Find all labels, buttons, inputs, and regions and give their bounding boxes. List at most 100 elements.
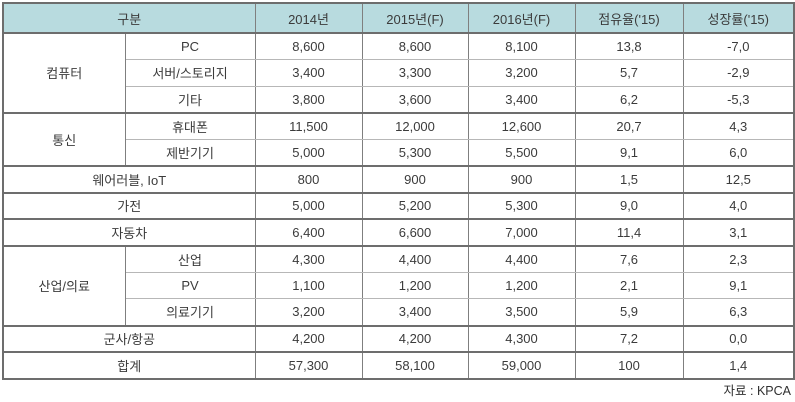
item-cell: 제반기기 — [124, 139, 256, 167]
value-cell: 6,2 — [574, 86, 684, 114]
value-cell: 5,500 — [467, 139, 576, 167]
value-cell: 58,100 — [361, 352, 469, 380]
value-cell: 12,600 — [467, 112, 576, 140]
value-cell: 9,0 — [574, 192, 684, 221]
value-cell: 13,8 — [574, 33, 684, 61]
value-cell: 5,000 — [254, 139, 363, 167]
value-cell: 6,0 — [682, 139, 795, 167]
value-cell: 7,2 — [574, 325, 684, 354]
value-cell: 5,000 — [254, 192, 363, 221]
table-row-etc: 기타 3,800 3,600 3,400 6,2 -5,3 — [3, 86, 795, 114]
value-cell: 6,600 — [361, 219, 469, 247]
value-cell: 4,400 — [361, 245, 469, 273]
item-cell: PV — [124, 272, 256, 300]
value-cell: 11,500 — [254, 112, 363, 140]
value-cell: -2,9 — [682, 59, 795, 87]
value-cell: 4,0 — [682, 192, 795, 221]
value-cell: 4,200 — [254, 325, 363, 354]
item-cell: 기타 — [124, 86, 256, 114]
value-cell: 3,400 — [467, 86, 576, 114]
group-cell-computer: 컴퓨터 — [2, 33, 126, 114]
value-cell: 3,400 — [254, 59, 363, 87]
header-cell-share: 점유율('15) — [574, 3, 684, 34]
value-cell: 4,300 — [254, 245, 363, 273]
value-cell: 1,100 — [254, 272, 363, 300]
category-cell: 군사/항공 — [2, 325, 256, 354]
item-cell: 의료기기 — [124, 298, 256, 327]
value-cell: 800 — [254, 165, 363, 194]
value-cell: 8,600 — [361, 33, 469, 61]
value-cell: 7,000 — [467, 219, 576, 247]
value-cell: 3,500 — [467, 298, 576, 327]
table-row-server-storage: 서버/스토리지 3,400 3,300 3,200 5,7 -2,9 — [3, 59, 795, 87]
table-row-pv: PV 1,100 1,200 1,200 2,1 9,1 — [3, 272, 795, 300]
header-cell-category: 구분 — [2, 3, 256, 34]
item-cell: 휴대폰 — [124, 112, 256, 140]
value-cell: 100 — [574, 352, 684, 380]
value-cell: 6,3 — [682, 298, 795, 327]
value-cell: 3,300 — [361, 59, 469, 87]
item-cell: 산업 — [124, 245, 256, 273]
value-cell: 3,200 — [254, 298, 363, 327]
value-cell: 1,200 — [361, 272, 469, 300]
value-cell: 3,200 — [467, 59, 576, 87]
table-row-pc: 컴퓨터 PC 8,600 8,600 8,100 13,8 -7,0 — [2, 33, 795, 114]
value-cell: -7,0 — [682, 33, 795, 61]
table-row-automotive: 자동차 6,400 6,600 7,000 11,4 3,1 — [2, 219, 795, 247]
table-row-mobile: 통신 휴대폰 11,500 12,000 12,600 20,7 4,3 — [2, 112, 795, 167]
value-cell: 5,200 — [361, 192, 469, 221]
header-row: 구분 2014년 2015년(F) 2016년(F) 점유율('15) 성장률(… — [2, 3, 795, 34]
value-cell: 3,600 — [361, 86, 469, 114]
header-cell-2015: 2015년(F) — [361, 3, 469, 34]
value-cell: 12,5 — [682, 165, 795, 194]
table-row-medical-device: 의료기기 3,200 3,400 3,500 5,9 6,3 — [3, 298, 795, 327]
value-cell: 7,6 — [574, 245, 684, 273]
value-cell: 4,200 — [361, 325, 469, 354]
category-cell: 웨어러블, IoT — [2, 165, 256, 194]
value-cell: 57,300 — [254, 352, 363, 380]
value-cell: 3,400 — [361, 298, 469, 327]
category-cell: 가전 — [2, 192, 256, 221]
value-cell: 9,1 — [682, 272, 795, 300]
value-cell: 1,200 — [467, 272, 576, 300]
header-cell-2016: 2016년(F) — [467, 3, 576, 34]
value-cell: 8,600 — [254, 33, 363, 61]
header-cell-2014: 2014년 — [254, 3, 363, 34]
table-row-wearable-iot: 웨어러블, IoT 800 900 900 1,5 12,5 — [2, 165, 795, 194]
value-cell: 2,3 — [682, 245, 795, 273]
value-cell: 4,300 — [467, 325, 576, 354]
value-cell: 1,5 — [574, 165, 684, 194]
value-cell: 20,7 — [574, 112, 684, 140]
group-cell-telecom: 통신 — [2, 112, 126, 167]
value-cell: 12,000 — [361, 112, 469, 140]
value-cell: 59,000 — [467, 352, 576, 380]
value-cell: 8,100 — [467, 33, 576, 61]
table-row-industry: 산업/의료 산업 4,300 4,400 4,400 7,6 2,3 — [2, 245, 795, 327]
value-cell: 1,4 — [682, 352, 795, 380]
value-cell: 11,4 — [574, 219, 684, 247]
value-cell: 6,400 — [254, 219, 363, 247]
header-cell-growth: 성장률('15) — [682, 3, 795, 34]
value-cell: 3,800 — [254, 86, 363, 114]
value-cell: 0,0 — [682, 325, 795, 354]
value-cell: 5,7 — [574, 59, 684, 87]
table-row-devices: 제반기기 5,000 5,300 5,500 9,1 6,0 — [3, 139, 795, 167]
category-cell: 자동차 — [2, 219, 256, 247]
value-cell: 5,300 — [361, 139, 469, 167]
table-row-total: 합계 57,300 58,100 59,000 100 1,4 — [2, 352, 795, 380]
value-cell: 9,1 — [574, 139, 684, 167]
table-row-military-aero: 군사/항공 4,200 4,200 4,300 7,2 0,0 — [2, 325, 795, 354]
value-cell: 900 — [467, 165, 576, 194]
value-cell: 3,1 — [682, 219, 795, 247]
value-cell: 5,9 — [574, 298, 684, 327]
value-cell: 2,1 — [574, 272, 684, 300]
value-cell: 4,400 — [467, 245, 576, 273]
total-label-cell: 합계 — [2, 352, 256, 380]
source-note: 자료 : KPCA — [723, 384, 791, 398]
value-cell: 900 — [361, 165, 469, 194]
value-cell: 5,300 — [467, 192, 576, 221]
item-cell: 서버/스토리지 — [124, 59, 256, 87]
value-cell: 4,3 — [682, 112, 795, 140]
table-row-appliance: 가전 5,000 5,200 5,300 9,0 4,0 — [2, 192, 795, 221]
